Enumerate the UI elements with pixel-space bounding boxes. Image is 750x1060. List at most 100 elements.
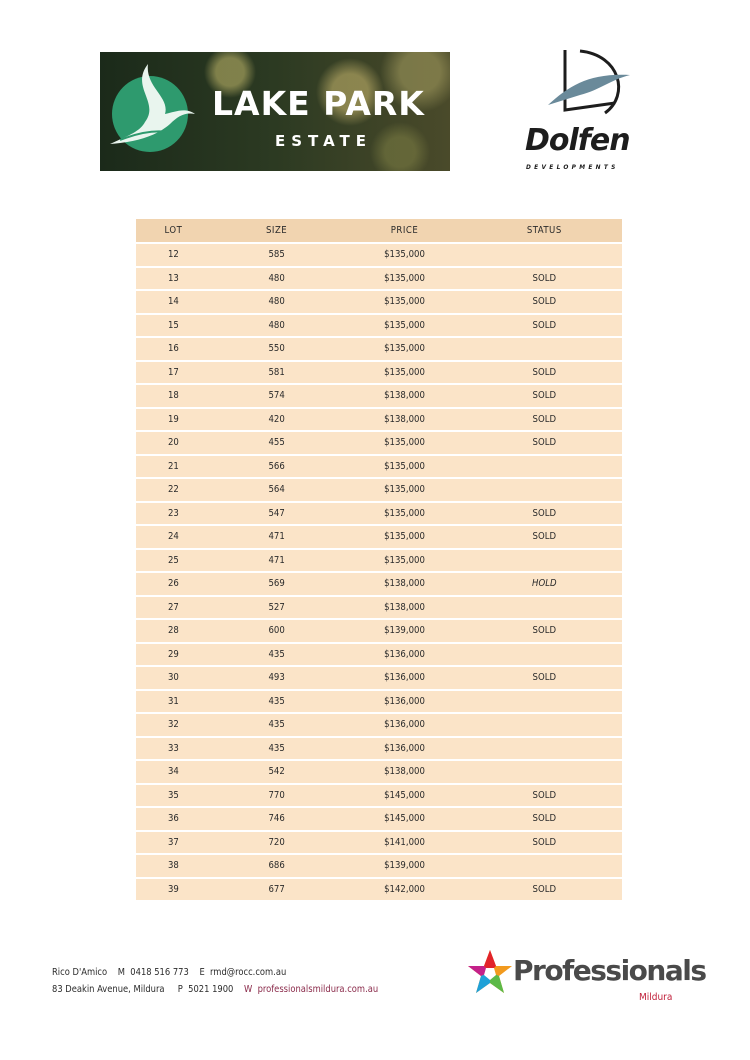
table-row: 12 585 $135,000 (136, 244, 622, 266)
agency-location: Mildura (639, 992, 673, 1003)
cell-status (466, 737, 622, 759)
column-header-size: SIZE (210, 219, 343, 242)
table-row: 20 455 $135,000 SOLD (136, 432, 622, 454)
cell-status: SOLD (466, 667, 622, 689)
cell-lot: 27 (136, 596, 211, 618)
cell-size: 550 (210, 338, 343, 360)
bird-icon (110, 64, 195, 144)
cell-status (466, 761, 622, 783)
cell-size: 471 (210, 549, 343, 571)
cell-lot: 39 (136, 878, 211, 900)
cell-status: SOLD (466, 784, 622, 806)
table-row: 25 471 $135,000 (136, 549, 622, 571)
cell-lot: 12 (136, 244, 211, 266)
cell-lot: 34 (136, 761, 211, 783)
table-row: 28 600 $139,000 SOLD (136, 620, 622, 642)
cell-lot: 29 (136, 643, 211, 665)
table-row: 23 547 $135,000 SOLD (136, 502, 622, 524)
table-row: 22 564 $135,000 (136, 479, 622, 501)
table-row: 17 581 $135,000 SOLD (136, 361, 622, 383)
cell-size: 542 (210, 761, 343, 783)
table-row: 39 677 $142,000 SOLD (136, 878, 622, 900)
cell-size: 435 (210, 690, 343, 712)
cell-size: 746 (210, 808, 343, 830)
cell-size: 480 (210, 267, 343, 289)
cell-lot: 38 (136, 855, 211, 877)
cell-size: 527 (210, 596, 343, 618)
table-row: 32 435 $136,000 (136, 714, 622, 736)
cell-status: SOLD (466, 408, 622, 430)
website-link[interactable]: W professionalsmildura.com.au (243, 984, 379, 995)
cell-price: $138,000 (342, 761, 467, 783)
cell-size: 435 (210, 714, 343, 736)
table-row: 37 720 $141,000 SOLD (136, 831, 622, 853)
cell-price: $138,000 (342, 408, 467, 430)
cell-size: 435 (210, 643, 343, 665)
table-body: 12 585 $135,000 13 480 $135,000 SOLD 14 480 $135,… (136, 244, 622, 900)
cell-size: 493 (210, 667, 343, 689)
cell-status: SOLD (466, 291, 622, 313)
cell-lot: 32 (136, 714, 211, 736)
cell-price: $142,000 (342, 878, 467, 900)
cell-lot: 15 (136, 314, 211, 336)
table-row: 27 527 $138,000 (136, 596, 622, 618)
lot-price-table: LOT SIZE PRICE STATUS 12 585 $135,000 13 480… (136, 217, 622, 902)
cell-lot: 22 (136, 479, 211, 501)
table-row: 16 550 $135,000 (136, 338, 622, 360)
cell-price: $136,000 (342, 667, 467, 689)
cell-status (466, 855, 622, 877)
cell-size: 770 (210, 784, 343, 806)
cell-price: $135,000 (342, 361, 467, 383)
column-header-status: STATUS (466, 219, 622, 242)
cell-size: 420 (210, 408, 343, 430)
cell-status (466, 455, 622, 477)
table-row: 38 686 $139,000 (136, 855, 622, 877)
cell-size: 585 (210, 244, 343, 266)
cell-lot: 14 (136, 291, 211, 313)
cell-price: $139,000 (342, 855, 467, 877)
cell-status (466, 596, 622, 618)
estate-title: LAKE PARK (212, 84, 425, 123)
cell-size: 581 (210, 361, 343, 383)
dolphin-icon (548, 49, 630, 115)
professionals-logo: Professionals Mildura (466, 948, 707, 1008)
cell-size: 547 (210, 502, 343, 524)
cell-size: 677 (210, 878, 343, 900)
cell-status (466, 479, 622, 501)
cell-status (466, 714, 622, 736)
table-row: 13 480 $135,000 SOLD (136, 267, 622, 289)
cell-lot: 26 (136, 573, 211, 595)
cell-size: 600 (210, 620, 343, 642)
cell-status (466, 244, 622, 266)
cell-status: SOLD (466, 432, 622, 454)
developer-subtitle: DEVELOPMENTS (526, 163, 619, 171)
cell-price: $145,000 (342, 784, 467, 806)
cell-price: $141,000 (342, 831, 467, 853)
dolfen-developments-logo: Dolfen DEVELOPMENTS (520, 45, 650, 175)
cell-status (466, 690, 622, 712)
cell-lot: 37 (136, 831, 211, 853)
star-icon (468, 950, 512, 993)
cell-lot: 24 (136, 526, 211, 548)
cell-lot: 30 (136, 667, 211, 689)
cell-price: $138,000 (342, 385, 467, 407)
cell-lot: 21 (136, 455, 211, 477)
cell-status: SOLD (466, 385, 622, 407)
column-header-price: PRICE (342, 219, 467, 242)
cell-size: 455 (210, 432, 343, 454)
table-row: 21 566 $135,000 (136, 455, 622, 477)
cell-size: 471 (210, 526, 343, 548)
cell-price: $135,000 (342, 479, 467, 501)
cell-price: $136,000 (342, 690, 467, 712)
cell-lot: 33 (136, 737, 211, 759)
cell-size: 574 (210, 385, 343, 407)
table-row: 26 569 $138,000 HOLD (136, 573, 622, 595)
cell-status: SOLD (466, 267, 622, 289)
cell-status: SOLD (466, 620, 622, 642)
cell-size: 569 (210, 573, 343, 595)
cell-lot: 20 (136, 432, 211, 454)
cell-lot: 35 (136, 784, 211, 806)
cell-size: 566 (210, 455, 343, 477)
cell-price: $138,000 (342, 573, 467, 595)
cell-status: HOLD (466, 573, 622, 595)
